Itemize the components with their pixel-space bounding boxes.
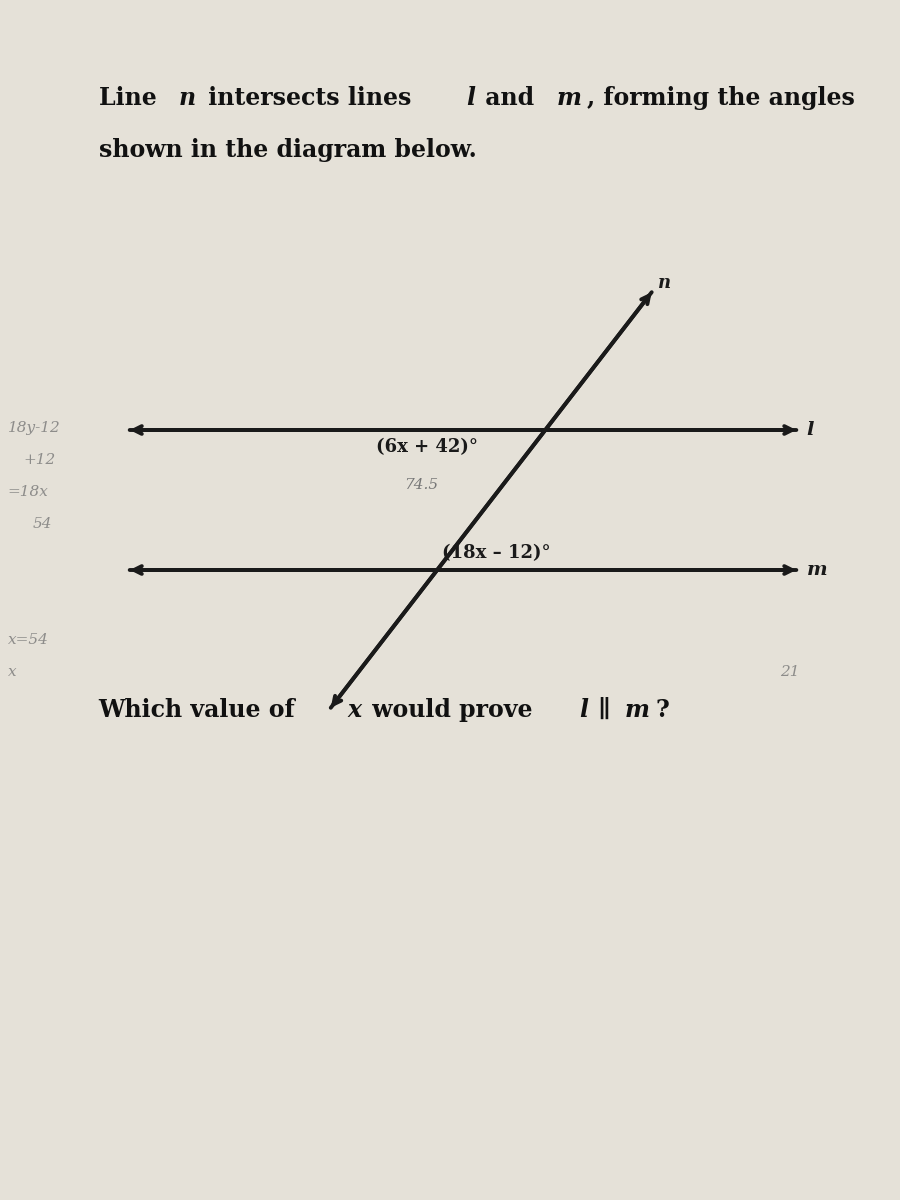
Text: 18y-12: 18y-12 <box>7 421 60 434</box>
Text: shown in the diagram below.: shown in the diagram below. <box>99 138 476 162</box>
Text: ?: ? <box>655 698 669 722</box>
Text: m: m <box>625 698 650 722</box>
Text: would prove: would prove <box>364 698 541 722</box>
Text: =18x: =18x <box>7 485 49 499</box>
Text: 54: 54 <box>33 517 52 530</box>
Text: (18x – 12)°: (18x – 12)° <box>442 544 551 562</box>
Text: l: l <box>579 698 588 722</box>
Text: and: and <box>477 86 543 110</box>
Text: intersects lines: intersects lines <box>200 86 419 110</box>
Text: x: x <box>347 698 362 722</box>
Text: Which value of: Which value of <box>99 698 303 722</box>
Text: m: m <box>556 86 581 110</box>
Text: n: n <box>658 274 671 292</box>
Text: x=54: x=54 <box>7 634 49 647</box>
Text: l: l <box>806 421 814 439</box>
Text: 21: 21 <box>780 665 800 679</box>
Text: 74.5: 74.5 <box>404 478 438 492</box>
Text: (6x + 42)°: (6x + 42)° <box>376 438 478 456</box>
Text: n: n <box>179 86 196 110</box>
Text: , forming the angles: , forming the angles <box>587 86 854 110</box>
Text: ∥: ∥ <box>590 698 618 722</box>
Text: Line: Line <box>99 86 165 110</box>
Text: +12: +12 <box>23 452 56 467</box>
Text: l: l <box>466 86 475 110</box>
Text: x: x <box>7 665 16 679</box>
Text: m: m <box>806 560 827 578</box>
